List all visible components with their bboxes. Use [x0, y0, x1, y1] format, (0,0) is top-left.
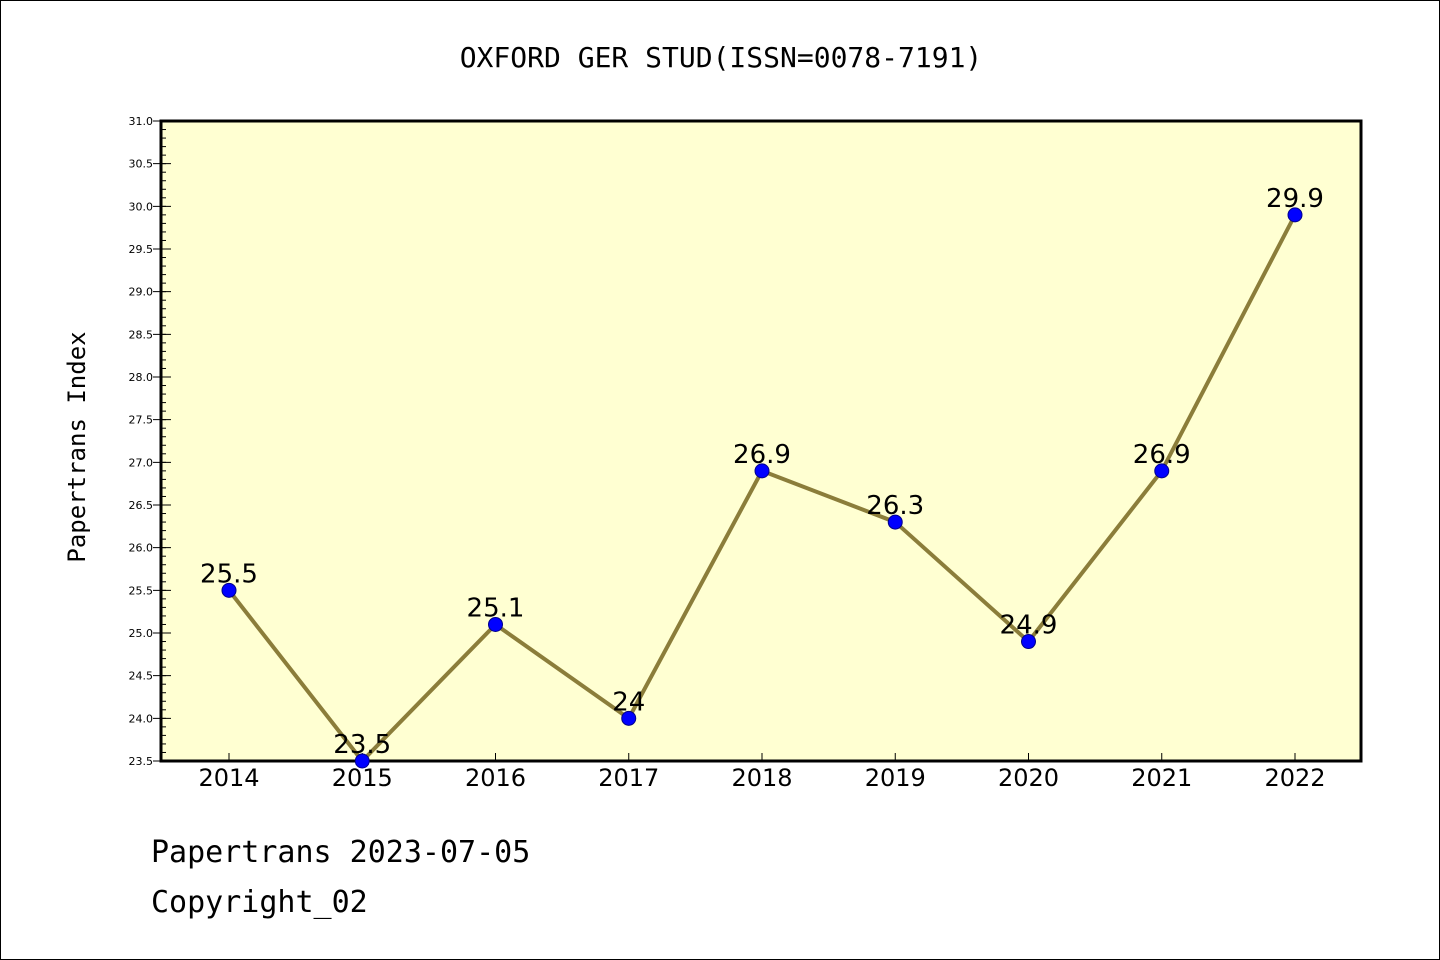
plot-area [159, 119, 1363, 763]
x-tick-label: 2021 [1131, 764, 1192, 792]
data-point [354, 753, 370, 769]
x-tick-label: 2022 [1264, 764, 1325, 792]
x-tick-label: 2017 [598, 764, 659, 792]
y-tick-label: 26.5 [129, 499, 154, 512]
x-tick-label: 2019 [865, 764, 926, 792]
data-point [621, 710, 637, 726]
data-labels: 25.5 23.5 25.1 24 26.9 26.3 24.9 26.9 29.9 [200, 184, 1324, 760]
y-tick-label: 27.0 [129, 456, 154, 469]
x-axis-ticks: 2014 2015 2016 2017 2018 2019 2020 2021 2022 [198, 753, 1326, 792]
data-label: 26.9 [1133, 440, 1191, 470]
data-label: 26.3 [866, 491, 924, 521]
data-point [887, 514, 903, 530]
data-label: 26.9 [733, 440, 791, 470]
y-tick-label: 26.0 [129, 542, 154, 555]
data-label: 24.9 [1000, 611, 1058, 641]
data-point [488, 616, 503, 632]
chart-title: OXFORD GER STUD(ISSN=0078-7191) [460, 41, 983, 74]
y-tick-label: 28.0 [129, 371, 154, 384]
data-point [1154, 463, 1170, 479]
data-point [1021, 634, 1036, 650]
footer-copyright-text: Copyright_02 [151, 885, 368, 920]
y-axis-ticks: 23.5 24.0 24.5 25.0 25.5 26.0 26.5 27.0 27.5 28.0… [129, 115, 171, 768]
data-label: 24 [612, 687, 645, 717]
data-label: 29.9 [1266, 184, 1324, 214]
y-tick-label: 29.5 [129, 243, 154, 256]
data-label: 23.5 [333, 730, 391, 760]
footer-date-text: Papertrans 2023-07-05 [151, 835, 531, 870]
y-tick-label: 23.5 [129, 755, 154, 768]
data-label: 25.5 [200, 559, 258, 589]
y-tick-label: 24.5 [129, 670, 154, 683]
y-tick-label: 27.5 [129, 414, 154, 427]
x-tick-label: 2015 [332, 764, 393, 792]
data-label: 25.1 [467, 593, 525, 623]
data-markers [221, 207, 1303, 769]
data-point [1287, 207, 1303, 223]
data-point [754, 463, 770, 479]
y-tick-label: 30.5 [129, 158, 154, 171]
x-tick-label: 2018 [731, 764, 792, 792]
data-point [221, 582, 237, 598]
x-tick-label: 2016 [465, 764, 526, 792]
y-tick-label: 25.0 [129, 627, 154, 640]
x-tick-label: 2020 [998, 764, 1059, 792]
y-tick-label: 31.0 [129, 115, 154, 128]
y-tick-label: 24.0 [129, 712, 154, 725]
y-tick-label: 30.0 [129, 200, 154, 213]
y-axis-label: Papertrans Index [63, 331, 91, 562]
x-tick-label: 2014 [198, 764, 259, 792]
y-tick-label: 28.5 [129, 328, 154, 341]
y-tick-label: 25.5 [129, 584, 154, 597]
y-tick-label: 29.0 [129, 286, 154, 299]
